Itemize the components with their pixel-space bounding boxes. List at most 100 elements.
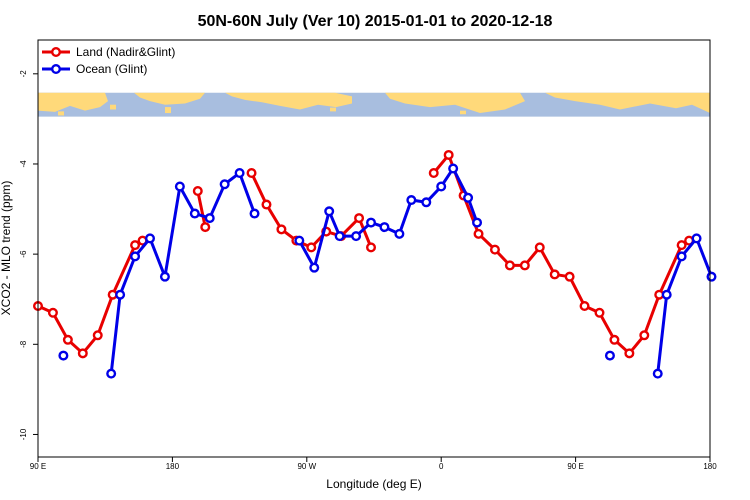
x-tick-label-0: 90 E xyxy=(30,462,46,471)
series-land-point-3-9 xyxy=(564,271,575,282)
series-land-point-2-4 xyxy=(306,242,317,253)
series-ocean-point-2-9 xyxy=(421,197,432,208)
series-ocean-point-3-0 xyxy=(604,350,615,361)
series-ocean-point-2-13 xyxy=(472,217,483,228)
series-land-point-1-1 xyxy=(200,222,211,233)
series-land-point-3-14 xyxy=(639,330,650,341)
series-ocean-point-1-2 xyxy=(130,251,141,262)
series-ocean-point-2-12 xyxy=(463,192,474,203)
series-ocean-point-1-1 xyxy=(115,289,126,300)
legend-swatch-ocean-marker xyxy=(51,63,62,74)
series-ocean-point-1-7 xyxy=(204,213,215,224)
map-band-ocean xyxy=(38,92,710,117)
series-ocean-point-4-3 xyxy=(691,233,702,244)
series-ocean-point-0-0 xyxy=(58,350,69,361)
series-land-point-2-8 xyxy=(366,242,377,253)
series-ocean-line-1 xyxy=(109,171,257,376)
legend-swatch-land-marker xyxy=(51,47,62,58)
series-land-point-3-5 xyxy=(504,260,515,271)
series-land-point-3-3 xyxy=(473,228,484,239)
series-land-point-3-1 xyxy=(443,149,454,160)
series-ocean-point-1-8 xyxy=(219,179,230,190)
map-band-land-3 xyxy=(385,92,525,114)
series-ocean-point-4-2 xyxy=(676,251,687,262)
series-land-point-0-2 xyxy=(62,334,73,345)
series-ocean-point-1-5 xyxy=(174,181,185,192)
series-land-point-2-0 xyxy=(246,167,257,178)
series-ocean-point-2-3 xyxy=(334,231,345,242)
series-ocean-point-2-5 xyxy=(366,217,377,228)
series-ocean-point-4-4 xyxy=(706,271,717,282)
map-band xyxy=(38,92,710,117)
map-band-land-1 xyxy=(134,92,205,105)
y-tick-label-0: -2 xyxy=(19,70,28,78)
series-land-point-3-4 xyxy=(489,244,500,255)
series-land xyxy=(33,149,695,359)
plot-frame xyxy=(37,39,711,458)
map-band-island-2 xyxy=(165,107,171,114)
series-ocean-point-1-0 xyxy=(106,368,117,379)
legend: Land (Nadir&Glint) Ocean (Glint) xyxy=(42,45,175,76)
series-land-point-3-6 xyxy=(519,260,530,271)
legend-label-ocean: Ocean (Glint) xyxy=(76,62,147,76)
map-band-land-0 xyxy=(38,92,108,112)
series-ocean-point-1-6 xyxy=(189,208,200,219)
series-ocean-point-1-4 xyxy=(159,271,170,282)
series-ocean-point-2-11 xyxy=(448,163,459,174)
map-band-island-3 xyxy=(330,107,336,112)
series-land-point-2-2 xyxy=(276,224,287,235)
series-land-point-3-0 xyxy=(428,167,439,178)
series-ocean xyxy=(58,163,717,379)
series-land-point-3-16 xyxy=(676,240,687,251)
series-land-line-3 xyxy=(432,153,691,355)
y-tick-label-4: -10 xyxy=(19,428,28,440)
x-tick-label-1: 180 xyxy=(166,462,180,471)
series-land-point-3-13 xyxy=(624,348,635,359)
x-tick-label-3: 0 xyxy=(439,462,444,471)
series-ocean-point-2-10 xyxy=(436,181,447,192)
series-ocean-point-2-7 xyxy=(394,228,405,239)
series-ocean-line-2 xyxy=(297,166,479,270)
series-ocean-point-2-2 xyxy=(324,206,335,217)
chart-title: 50N-60N July (Ver 10) 2015-01-01 to 2020… xyxy=(198,13,553,30)
series-land-point-0-6 xyxy=(130,240,141,251)
series-land-point-0-3 xyxy=(77,348,88,359)
y-axis-label: XCO2 - MLO trend (ppm) xyxy=(0,181,13,316)
series-ocean-point-2-1 xyxy=(309,262,320,273)
series-ocean-point-4-0 xyxy=(652,368,663,379)
axes: -2 -4 -6 -8 -10 90 E 180 90 W 0 90 E 180 xyxy=(19,70,717,471)
series-ocean-point-2-8 xyxy=(406,195,417,206)
series-land-point-3-8 xyxy=(549,269,560,280)
series-land-point-3-7 xyxy=(534,242,545,253)
y-tick-label-2: -6 xyxy=(19,250,28,258)
series-ocean-point-2-4 xyxy=(351,231,362,242)
y-tick-label-3: -8 xyxy=(19,340,28,348)
series-land-line-1 xyxy=(196,189,207,229)
series-land-line-0 xyxy=(36,239,145,355)
x-axis-label: Longitude (deg E) xyxy=(326,477,421,491)
series-land-point-2-7 xyxy=(354,213,365,224)
series-land-point-3-12 xyxy=(609,334,620,345)
series-ocean-point-1-10 xyxy=(249,208,260,219)
series-layer xyxy=(33,149,717,379)
series-ocean-point-2-0 xyxy=(294,235,305,246)
legend-label-land: Land (Nadir&Glint) xyxy=(76,45,175,59)
x-tick-label-5: 180 xyxy=(703,462,717,471)
series-ocean-point-1-3 xyxy=(144,233,155,244)
x-tick-label-4: 90 E xyxy=(567,462,583,471)
map-band-island-4 xyxy=(460,110,466,115)
series-land-point-3-11 xyxy=(594,307,605,318)
map-band-island-1 xyxy=(110,104,116,110)
series-land-point-0-4 xyxy=(92,330,103,341)
y-tick-label-1: -4 xyxy=(19,160,28,168)
series-ocean-point-2-6 xyxy=(379,222,390,233)
series-land-point-2-1 xyxy=(261,199,272,210)
map-band-land-4 xyxy=(545,92,710,114)
map-band-land-2 xyxy=(225,92,352,110)
series-ocean-point-1-9 xyxy=(234,167,245,178)
series-land-point-0-1 xyxy=(47,307,58,318)
x-tick-label-2: 90 W xyxy=(297,462,316,471)
map-band-island-0 xyxy=(58,111,64,116)
series-ocean-point-4-1 xyxy=(661,289,672,300)
